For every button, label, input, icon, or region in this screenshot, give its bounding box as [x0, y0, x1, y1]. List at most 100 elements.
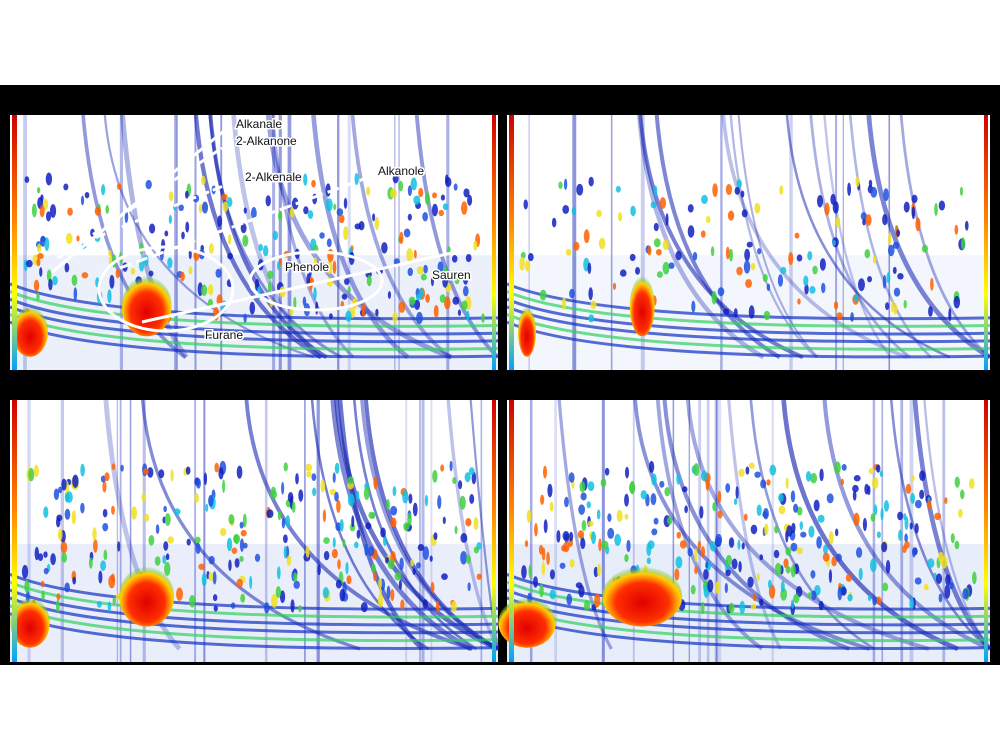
peak	[325, 183, 331, 197]
peak	[333, 203, 337, 211]
peak	[290, 599, 295, 613]
peak	[212, 571, 217, 585]
peak	[541, 547, 546, 561]
peak	[760, 479, 767, 489]
peak	[61, 552, 68, 563]
peak	[745, 278, 752, 288]
peak	[659, 197, 667, 209]
peak	[306, 471, 312, 478]
peak	[185, 190, 189, 199]
arc-streak	[781, 399, 959, 652]
peak	[40, 580, 45, 588]
peak	[524, 540, 529, 548]
peak	[213, 605, 218, 612]
peak	[164, 230, 169, 237]
peak	[339, 518, 344, 532]
peak	[243, 542, 248, 549]
peak	[315, 301, 319, 315]
peak	[168, 214, 173, 224]
peak	[422, 211, 429, 222]
peak	[779, 185, 784, 195]
peak	[923, 583, 929, 591]
peak	[31, 203, 37, 218]
colour-strip	[509, 115, 514, 370]
peak	[322, 509, 327, 523]
peak	[343, 226, 349, 241]
peak	[291, 501, 296, 513]
peak	[407, 513, 412, 527]
peak	[112, 597, 117, 605]
peak	[65, 491, 73, 503]
arc-streak	[557, 399, 613, 650]
hot-region	[119, 566, 175, 627]
peak	[341, 293, 348, 300]
peak	[167, 257, 173, 269]
peak	[222, 201, 229, 213]
peak	[408, 493, 413, 504]
peak	[49, 204, 57, 218]
peak	[25, 259, 33, 268]
peak	[73, 287, 78, 301]
peak	[736, 266, 743, 276]
peak	[588, 314, 595, 323]
peak	[524, 260, 531, 272]
peak	[240, 223, 247, 234]
peak	[457, 309, 462, 316]
peak	[416, 562, 421, 569]
peak	[540, 494, 545, 505]
peak	[758, 598, 764, 606]
peak	[712, 183, 718, 197]
peak	[234, 558, 240, 568]
peak	[725, 569, 731, 577]
peak	[882, 274, 887, 289]
peak	[50, 553, 56, 566]
peak	[364, 543, 369, 556]
peak	[43, 506, 49, 519]
peak	[317, 564, 321, 576]
peak	[788, 252, 794, 266]
peak	[635, 267, 641, 275]
peak	[897, 273, 904, 280]
peak	[549, 589, 556, 600]
peak	[785, 547, 792, 556]
peak	[201, 572, 207, 587]
peak	[790, 564, 796, 578]
peak	[934, 203, 938, 216]
peak	[727, 210, 735, 221]
peak	[403, 522, 410, 531]
peak	[331, 548, 338, 559]
peak	[56, 599, 60, 613]
peak	[230, 602, 236, 609]
peak	[110, 573, 115, 583]
peak	[467, 194, 473, 206]
peak	[56, 593, 61, 601]
peak	[402, 489, 409, 504]
peak	[793, 503, 799, 513]
colour-strip	[984, 115, 988, 370]
peak	[725, 183, 733, 196]
peak	[786, 525, 793, 537]
peak	[875, 464, 881, 473]
peak	[355, 490, 360, 501]
peak	[460, 533, 468, 543]
peak	[283, 545, 287, 559]
peak	[239, 538, 245, 552]
peak	[569, 288, 575, 299]
peak	[705, 479, 710, 491]
peak	[561, 297, 567, 311]
peak	[934, 512, 942, 521]
peak	[864, 483, 869, 495]
peak	[24, 579, 30, 593]
peak	[528, 564, 532, 579]
peak	[860, 212, 867, 221]
peak	[852, 484, 859, 493]
peak	[345, 561, 349, 575]
peak	[104, 472, 110, 482]
colour-strip	[12, 400, 17, 662]
peak	[390, 588, 395, 602]
peak	[591, 604, 597, 611]
peak	[37, 553, 44, 562]
peak	[93, 539, 98, 553]
peak	[408, 296, 416, 306]
peak	[205, 503, 209, 512]
